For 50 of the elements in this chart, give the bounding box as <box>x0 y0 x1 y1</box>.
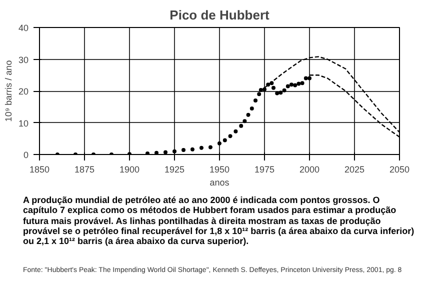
point <box>190 147 194 152</box>
x-tick-label: 1925 <box>164 164 185 174</box>
point <box>154 150 158 154</box>
x-tick-label: 2000 <box>299 164 320 174</box>
y-tick-label: 0 <box>23 150 29 160</box>
point <box>208 145 212 150</box>
point <box>300 81 304 86</box>
x-tick-label: 1900 <box>119 164 140 174</box>
point <box>250 106 254 110</box>
point <box>296 82 301 86</box>
y-tick-label: 20 <box>18 86 29 96</box>
point <box>262 87 266 92</box>
point <box>293 83 298 88</box>
x-tick-label: 2050 <box>389 164 410 174</box>
point <box>182 148 186 152</box>
point <box>164 150 168 154</box>
point <box>308 76 312 80</box>
point <box>282 88 286 92</box>
point <box>290 82 294 87</box>
y-tick-label: 40 <box>18 23 29 33</box>
x-tick-label: 1975 <box>254 164 275 174</box>
point <box>242 119 247 124</box>
point <box>200 146 204 150</box>
point <box>222 138 227 142</box>
y-axis-title: 10⁹ barris / ano <box>3 60 14 122</box>
point <box>258 88 263 92</box>
point <box>218 141 222 146</box>
point <box>239 124 244 128</box>
point <box>257 92 262 96</box>
x-tick-label: 2025 <box>344 164 365 174</box>
point <box>228 134 232 138</box>
text: A produção mundial de petróleo até ao ano 2000 é indicada com pontos grossos. O capítulo 7 explica como os métodos de Hubbert foram usados para estimar a produção futura mais provável. As linhas pontilhadas à direita mostram as taxas de produção provável se o petróleo final recuperável for 1,8 x 10¹² barris (a área abaixo da curva inferior) ou 2,1 x 10¹² barris (a área abaixo da curva superior). <box>23 195 415 247</box>
point <box>275 91 280 96</box>
y-tick-label: 30 <box>18 54 29 65</box>
x-tick-label: 1875 <box>74 164 95 174</box>
x-tick-label: 1950 <box>209 164 230 174</box>
point <box>272 86 276 90</box>
point <box>254 98 258 103</box>
x-tick-label: 1850 <box>29 164 50 174</box>
y-tick-label: 10 <box>18 118 29 128</box>
point <box>266 82 270 87</box>
point <box>234 129 238 134</box>
point <box>304 76 308 80</box>
point <box>246 112 250 117</box>
point <box>286 84 290 88</box>
point <box>172 149 176 154</box>
point <box>146 152 150 154</box>
point <box>278 90 283 95</box>
x-axis-title: anos <box>210 178 230 188</box>
chart-title: Pico de Hubbert <box>170 8 270 22</box>
